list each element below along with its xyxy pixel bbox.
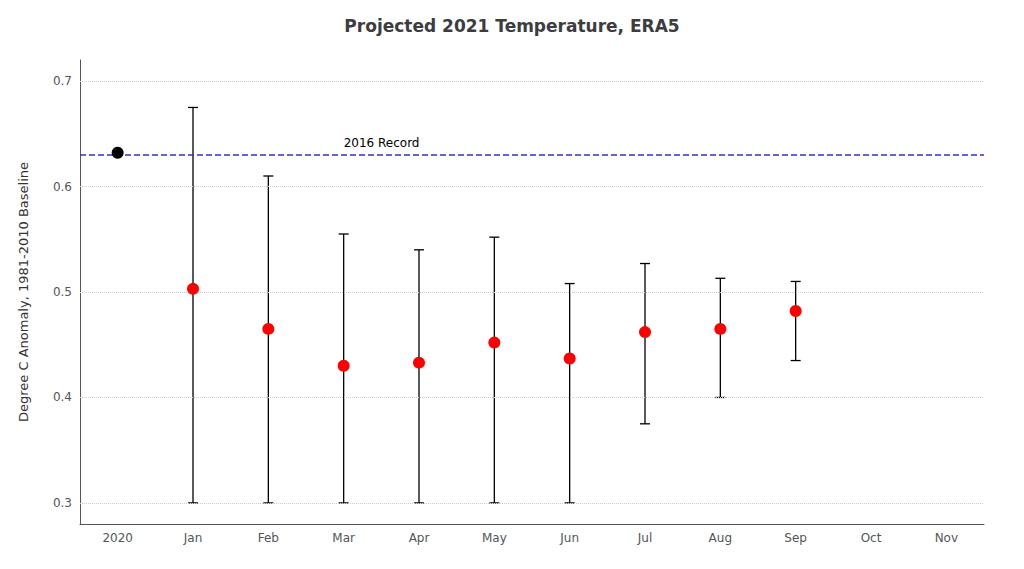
svg-text:Jan: Jan: [183, 531, 203, 545]
svg-text:2016 Record: 2016 Record: [344, 136, 420, 150]
svg-text:0.4: 0.4: [53, 390, 72, 404]
svg-text:Nov: Nov: [935, 531, 958, 545]
svg-text:0.3: 0.3: [53, 496, 72, 510]
svg-text:2020: 2020: [102, 531, 133, 545]
svg-text:Feb: Feb: [258, 531, 279, 545]
svg-text:0.5: 0.5: [53, 285, 72, 299]
svg-text:Degree C Anomaly, 1981-2010 Ba: Degree C Anomaly, 1981-2010 Baseline: [16, 162, 31, 422]
svg-text:Mar: Mar: [332, 531, 355, 545]
svg-text:Jun: Jun: [559, 531, 579, 545]
svg-text:May: May: [482, 531, 507, 545]
svg-text:Jul: Jul: [637, 531, 652, 545]
svg-text:Apr: Apr: [409, 531, 430, 545]
svg-text:0.6: 0.6: [53, 180, 72, 194]
svg-text:Aug: Aug: [709, 531, 732, 545]
svg-text:Projected 2021 Temperature, ER: Projected 2021 Temperature, ERA5: [344, 16, 679, 36]
svg-text:Sep: Sep: [784, 531, 807, 545]
svg-text:0.7: 0.7: [53, 74, 72, 88]
svg-text:Oct: Oct: [861, 531, 882, 545]
